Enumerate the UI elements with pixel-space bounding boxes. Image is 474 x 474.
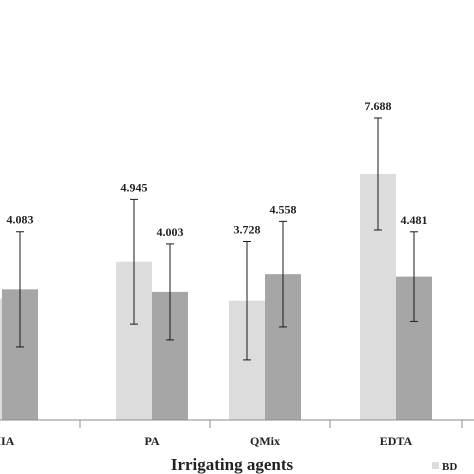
data-label-qmix-s2: 4.558 [270,202,297,216]
bar-mia-s1 [0,298,2,420]
category-label-pa: PA [144,434,159,448]
data-label-edta-s1: 7.688 [365,99,392,113]
x-axis-label: Irrigating agents [171,455,294,474]
category-labels: MIA PA QMix EDTA [0,434,413,448]
data-label-mia-s2: 4.083 [7,213,34,227]
category-label-qmix: QMix [250,434,280,448]
category-label-edta: EDTA [380,434,413,448]
data-label-edta-s2: 4.481 [401,213,428,227]
bars-layer: 4.083 4.945 4.003 3.728 4.558 7.688 4.481 [0,99,432,420]
data-label-pa-s2: 4.003 [157,225,184,239]
legend: BD [432,461,457,473]
legend-label-bd: BD [442,461,457,473]
data-label-pa-s1: 4.945 [121,180,148,194]
legend-swatch-bd [432,462,439,469]
data-label-qmix-s1: 3.728 [234,223,261,237]
category-label-mia: MIA [0,434,15,448]
x-axis-ticks [79,420,463,428]
